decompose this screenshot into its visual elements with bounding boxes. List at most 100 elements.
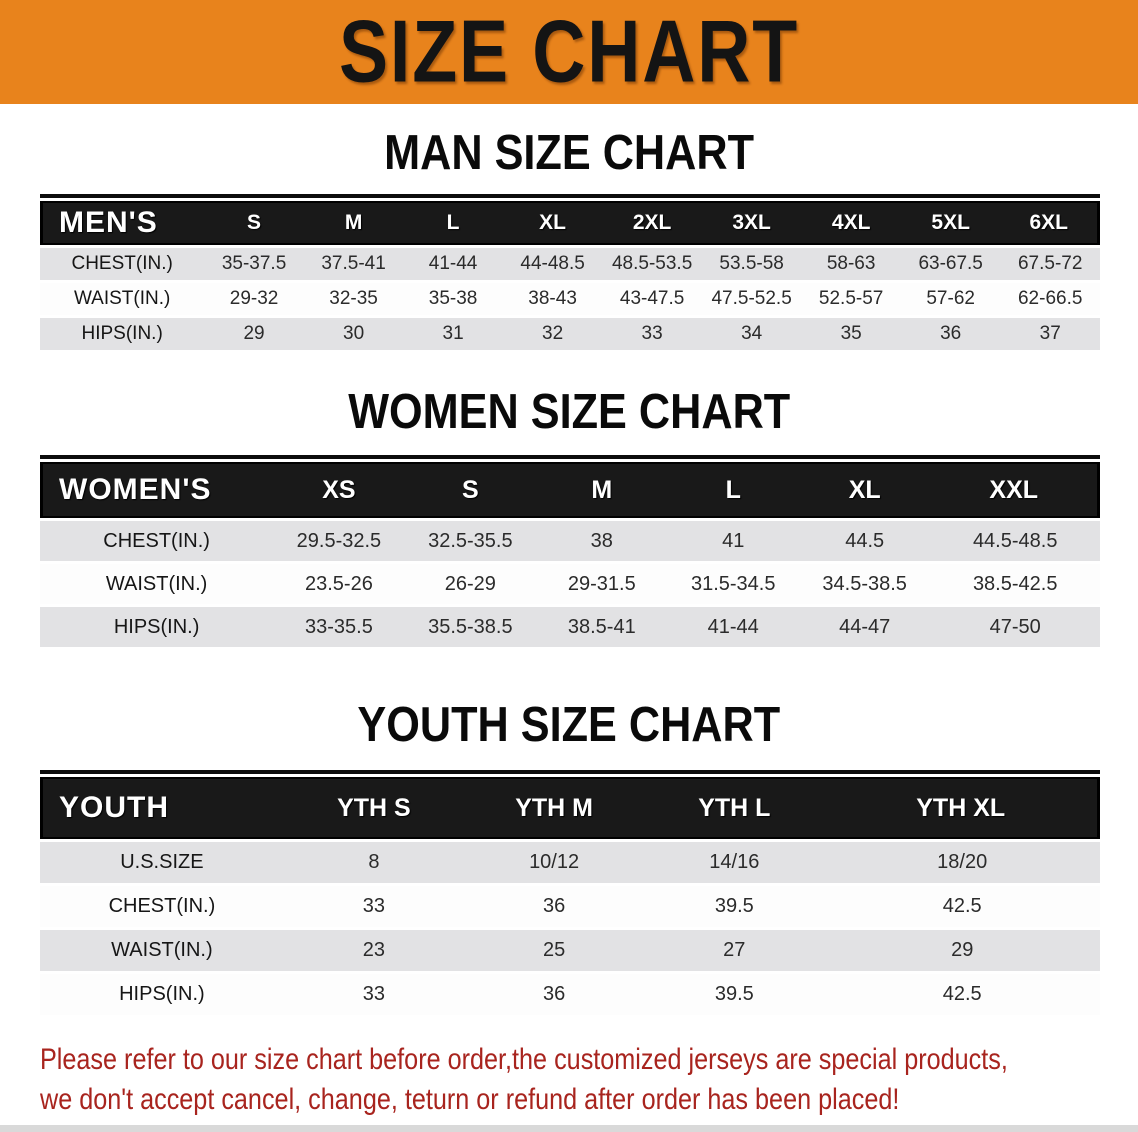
womens-size-table: WOMEN'S XS S M L XL XXL CHEST(IN.) 29.5-32.5 32.… [40, 455, 1100, 650]
size-value: 52.5-57 [818, 288, 884, 309]
mens-table-body: CHEST(IN.) 35-37.5 37.5-41 41-44 44-48.5 48.5… [40, 248, 1100, 350]
size-value: 32-35 [329, 288, 378, 309]
size-value: 38.5-41 [567, 615, 636, 638]
mens-table-header: MEN'S S M L XL 2XL 3XL 4XL 5XL 6XL [40, 201, 1100, 245]
size-value: 47.5-52.5 [711, 288, 792, 309]
size-value: 8 [368, 851, 380, 873]
size-value: 29-31.5 [567, 572, 636, 595]
youth-size-table: YOUTH YTH S YTH M YTH L YTH XL U.S.SIZE 8 10/1… [40, 770, 1100, 1018]
size-column-header: YTH S [283, 777, 464, 839]
size-column-header: M [303, 201, 404, 245]
row-label: HIPS(IN.) [113, 615, 200, 638]
size-value: 67.5-72 [1017, 253, 1083, 274]
page-title: SIZE CHART [339, 2, 799, 101]
measurement-row: WAIST(IN.) 29-32 32-35 35-38 38-43 43-47.5 47.… [40, 283, 1100, 315]
size-table-header-row: WOMEN'S XS S M L XL XXL [40, 462, 1100, 518]
size-value: 25 [542, 939, 566, 961]
size-value: 44-48.5 [520, 253, 585, 274]
size-value: 29 [243, 323, 265, 344]
size-column-header: YTH XL [824, 777, 1100, 839]
size-value: 63-67.5 [918, 253, 983, 274]
disclaimer-line-1: Please refer to our size chart before or… [40, 1043, 1008, 1076]
size-value: 23.5-26 [304, 572, 373, 595]
size-value: 44.5-48.5 [972, 529, 1058, 552]
size-value: 58-63 [826, 253, 876, 274]
size-value: 38.5-42.5 [972, 572, 1058, 595]
size-value: 29-32 [229, 288, 279, 309]
size-column-header: 6XL [1000, 201, 1100, 245]
size-column-header: XL [502, 201, 603, 245]
size-table-header-row: MEN'S S M L XL 2XL 3XL 4XL 5XL 6XL [40, 201, 1100, 245]
table-group-label: MEN'S [40, 201, 205, 245]
measurement-row: HIPS(IN.) 29 30 31 32 33 34 35 36 37 [40, 318, 1100, 350]
measurement-row: CHEST(IN.) 29.5-32.5 32.5-35.5 38 41 44.5 44.5… [40, 521, 1100, 561]
size-value: 37.5-41 [321, 253, 386, 274]
size-value: 33 [362, 983, 386, 1005]
size-chart-banner: SIZE CHART [0, 0, 1138, 104]
row-label: WAIST(IN.) [73, 288, 171, 309]
size-value: 32.5-35.5 [428, 529, 513, 552]
size-value: 62-66.5 [1017, 288, 1083, 309]
youth-table-header: YOUTH YTH S YTH M YTH L YTH XL [40, 777, 1100, 839]
size-value: 38 [590, 529, 613, 552]
row-label: HIPS(IN.) [81, 323, 163, 344]
table-group-label: WOMEN'S [40, 462, 274, 518]
size-value: 29 [951, 939, 974, 961]
size-value: 37 [1039, 323, 1061, 344]
youth-section-title-text: YOUTH SIZE CHART [357, 695, 781, 752]
size-value: 30 [343, 323, 365, 344]
women-section-title: WOMEN SIZE CHART [0, 383, 1138, 438]
size-value: 42.5 [942, 983, 982, 1005]
size-value: 35-38 [428, 288, 478, 309]
size-value: 48.5-53.5 [611, 253, 693, 274]
row-label: WAIST(IN.) [111, 939, 213, 961]
size-value: 57-62 [926, 288, 975, 309]
size-value: 42.5 [942, 895, 982, 917]
size-value: 18/20 [937, 851, 988, 873]
row-label: HIPS(IN.) [119, 983, 205, 1005]
size-value: 34.5-38.5 [822, 572, 907, 595]
size-column-header: 5XL [900, 201, 1001, 245]
size-column-header: XXL [930, 462, 1100, 518]
size-value: 27 [723, 939, 746, 961]
size-value: 36 [542, 983, 566, 1005]
size-value: 36 [542, 895, 566, 917]
measurement-row: CHEST(IN.) 35-37.5 37.5-41 41-44 44-48.5 48.5… [40, 248, 1100, 280]
table-group-label: YOUTH [40, 777, 284, 839]
size-value: 10/12 [529, 851, 580, 873]
size-value: 35-37.5 [221, 253, 287, 274]
size-value: 34 [741, 323, 763, 344]
size-value: 43-47.5 [619, 288, 685, 309]
size-column-header: L [667, 462, 799, 518]
size-column-header: YTH M [464, 777, 645, 839]
size-value: 53.5-58 [719, 253, 784, 274]
row-label: CHEST(IN.) [108, 895, 216, 917]
size-value: 41-44 [707, 615, 759, 638]
size-column-header: L [403, 201, 503, 245]
youth-table-body: U.S.SIZE 8 10/12 14/16 18/20 CHEST(IN.) 33 36 39… [40, 842, 1100, 1015]
measurement-row: WAIST(IN.) 23.5-26 26-29 29-31.5 31.5-34.5 34… [40, 564, 1100, 604]
row-label: CHEST(IN.) [103, 529, 210, 552]
size-value: 36 [940, 323, 962, 344]
measurement-row: HIPS(IN.) 33-35.5 35.5-38.5 38.5-41 41-44 44-… [40, 607, 1100, 647]
womens-table-body: CHEST(IN.) 29.5-32.5 32.5-35.5 38 41 44.5 44.5… [40, 521, 1100, 647]
row-label: WAIST(IN.) [105, 572, 208, 595]
size-column-header: 4XL [801, 201, 901, 245]
womens-table-header: WOMEN'S XS S M L XL XXL [40, 462, 1100, 518]
disclaimer-note: Please refer to our size chart before or… [40, 1040, 1138, 1120]
youth-section-title: YOUTH SIZE CHART [0, 695, 1138, 752]
mens-size-table: MEN'S S M L XL 2XL 3XL 4XL 5XL 6XL CHEST(IN.) 35-3… [40, 194, 1100, 353]
measurement-row: U.S.SIZE 8 10/12 14/16 18/20 [40, 842, 1100, 883]
size-column-header: S [404, 462, 537, 518]
size-value: 23 [362, 939, 386, 961]
row-label: U.S.SIZE [120, 851, 204, 873]
size-value: 33 [641, 323, 663, 344]
size-column-header: YTH L [644, 777, 825, 839]
size-value: 14/16 [709, 851, 760, 873]
size-column-header: XS [273, 462, 405, 518]
size-value: 39.5 [714, 983, 754, 1005]
size-value: 35.5-38.5 [428, 615, 513, 638]
size-column-header: M [536, 462, 668, 518]
measurement-row: HIPS(IN.) 33 36 39.5 42.5 [40, 974, 1100, 1015]
row-label: CHEST(IN.) [71, 253, 173, 274]
